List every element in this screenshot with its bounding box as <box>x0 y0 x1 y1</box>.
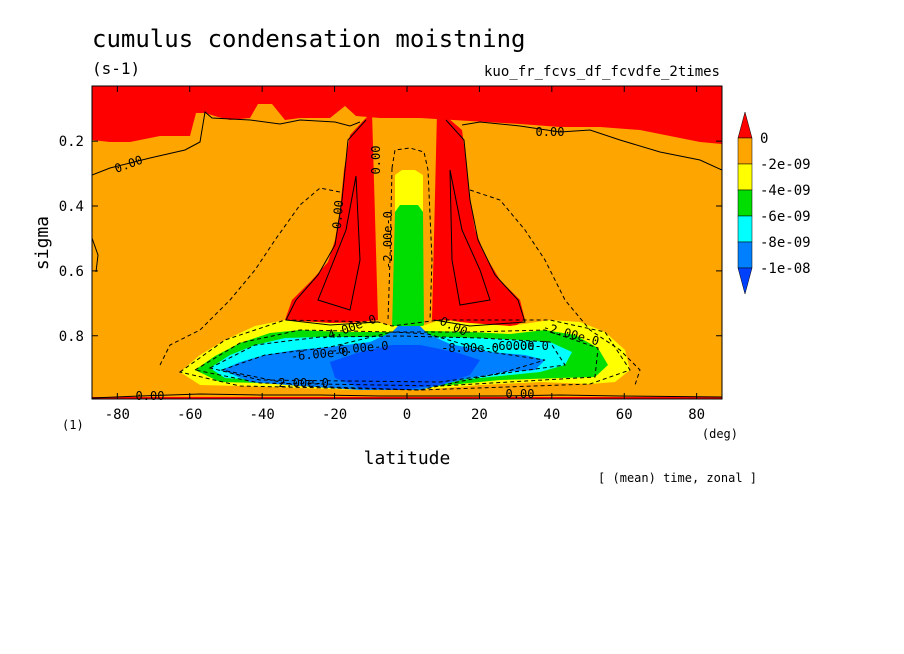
contour-dashed-lower-2 <box>193 329 599 387</box>
x-tick-label: 20 <box>471 407 488 423</box>
colorbar-segment <box>737 241 753 269</box>
y-unit-label: (1) <box>62 418 84 432</box>
contour-label: -6.00e-0 <box>290 345 349 364</box>
averaging-note: [ (mean) time, zonal ] <box>598 471 757 485</box>
run-name: kuo_fr_fcvs_df_fcvdfe_2times <box>484 64 720 80</box>
contour-zero-top <box>92 111 361 176</box>
x-tick-label: 80 <box>688 407 705 423</box>
contour-label: 0.00 <box>369 146 383 175</box>
x-tick-label: 60 <box>616 407 633 423</box>
colorbar-segment <box>737 163 753 191</box>
contour-left-edge <box>92 237 99 273</box>
region-positive-plume-left <box>285 112 378 325</box>
contour-label: -6.00e-0 <box>330 339 389 358</box>
x-unit-label: (deg) <box>702 427 738 441</box>
contour-label: 0.00 <box>330 200 346 230</box>
contour-label: 0.00 <box>536 125 565 139</box>
contour-dashed-column <box>387 147 433 321</box>
x-tick-label: -40 <box>250 407 275 423</box>
contour-inner-plume-left <box>317 175 361 311</box>
x-tick-label: -60 <box>177 407 202 423</box>
x-tick-label: -80 <box>105 407 130 423</box>
contour-dashed-lower-3 <box>208 335 566 383</box>
x-axis: -80 -60 -40 -20 0 20 40 60 80 <box>105 86 705 423</box>
colorbar: 0 -2e-09 -4e-09 -6e-09 -8e-09 -1e-08 <box>737 111 811 295</box>
y-axis: 0.2 0.4 0.6 0.8 <box>59 134 722 345</box>
region-positive-top <box>92 86 722 144</box>
units-label: (s-1) <box>92 59 140 78</box>
region-positive-plume-right <box>432 112 525 328</box>
contour-lines <box>92 111 722 399</box>
y-tick-label: 0.4 <box>59 199 84 215</box>
contour-zero-plume-right <box>433 119 526 327</box>
contour-inner-plume-right <box>449 169 491 306</box>
region-lower-blue-core <box>330 345 480 390</box>
colorbar-label: -2e-09 <box>760 157 811 173</box>
y-axis-label: sigma <box>32 216 53 270</box>
region-column-green <box>392 205 424 330</box>
chart-title: cumulus condensation moistning <box>92 25 525 53</box>
colorbar-bottom-arrow <box>737 267 753 295</box>
colorbar-segment <box>737 189 753 217</box>
contour-zero-surface <box>92 393 722 399</box>
colorbar-segment <box>737 137 753 165</box>
contour-dashed <box>159 147 641 391</box>
colorbar-label: -8e-09 <box>760 235 811 251</box>
x-axis-label: latitude <box>364 448 451 469</box>
contour-label: -6.00e-0 <box>491 339 549 353</box>
contour-dashed-outer <box>159 187 641 386</box>
contour-label: -2.00e-0 <box>271 376 329 390</box>
colorbar-top-arrow <box>737 111 753 139</box>
contour-label: 0.00 <box>506 387 535 401</box>
contour-label: 0.00 <box>506 339 535 353</box>
x-tick-label: 40 <box>543 407 560 423</box>
contour-label: 0.00 <box>136 389 165 403</box>
colorbar-label: -4e-09 <box>760 183 811 199</box>
colorbar-segment <box>737 215 753 243</box>
y-tick-label: 0.8 <box>59 329 84 345</box>
colorbar-label: -6e-09 <box>760 209 811 225</box>
contour-dashed-lower-4 <box>220 331 546 391</box>
contour-label: -8.00e-0 <box>441 341 499 355</box>
contour-label: -2.00e-0 <box>381 211 395 269</box>
y-tick-label: 0.2 <box>59 134 84 150</box>
contour-zero-top-right <box>461 121 722 171</box>
contour-field <box>92 86 722 399</box>
colorbar-label: -1e-08 <box>760 261 811 277</box>
x-tick-label: 0 <box>403 407 411 423</box>
y-tick-label: 0.6 <box>59 264 84 280</box>
colorbar-label: 0 <box>760 131 768 147</box>
contour-zero-plume-left <box>285 119 379 326</box>
x-tick-label: -20 <box>322 407 347 423</box>
